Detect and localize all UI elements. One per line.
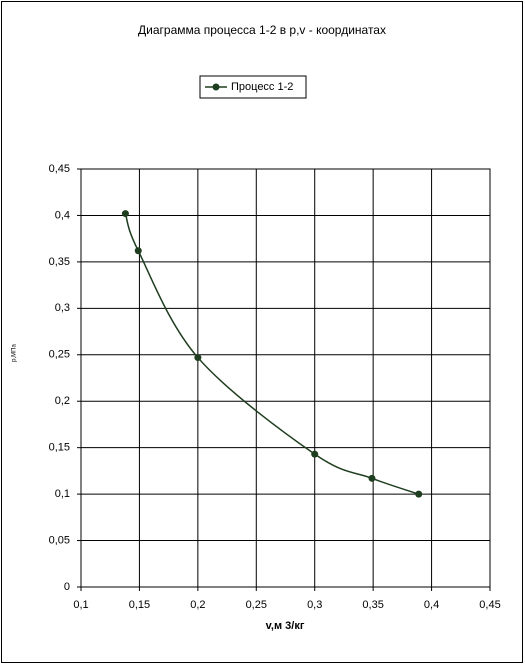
x-tick-label: 0,35: [362, 599, 383, 611]
y-tick-label: 0,45: [49, 163, 70, 175]
point: [134, 247, 142, 255]
x-axis-label: v,м 3/кг: [266, 620, 305, 632]
y-tick-label: 0: [64, 581, 70, 593]
legend-marker: [212, 83, 220, 91]
point: [194, 354, 202, 362]
x-tick-label: 0,45: [479, 599, 500, 611]
y-tick-label: 0,35: [49, 256, 70, 268]
point: [415, 490, 423, 498]
point: [311, 450, 319, 458]
y-tick-label: 0,2: [55, 395, 70, 407]
y-tick-label: 0,05: [49, 534, 70, 546]
y-tick-label: 0,1: [55, 488, 70, 500]
x-tick-label: 0,1: [73, 599, 88, 611]
x-tick-label: 0,3: [307, 599, 322, 611]
plot-area: [80, 168, 491, 588]
y-tick-label: 0,4: [55, 209, 70, 221]
x-tick-label: 0,4: [424, 599, 439, 611]
legend-label: Процесс 1-2: [231, 81, 293, 93]
y-tick-label: 0,3: [55, 302, 70, 314]
point: [121, 210, 129, 218]
y-axis-label: p,МПа: [12, 344, 18, 362]
point: [368, 474, 376, 482]
x-tick-label: 0,15: [129, 599, 150, 611]
legend-box: [199, 75, 307, 99]
x-tick-label: 0,2: [190, 599, 205, 611]
x-tick-label: 0,25: [246, 599, 267, 611]
chart-title: Диаграмма процесса 1-2 в p,v - координат…: [138, 23, 386, 37]
y-tick-label: 0,15: [49, 442, 70, 454]
y-tick-label: 0,25: [49, 349, 70, 361]
